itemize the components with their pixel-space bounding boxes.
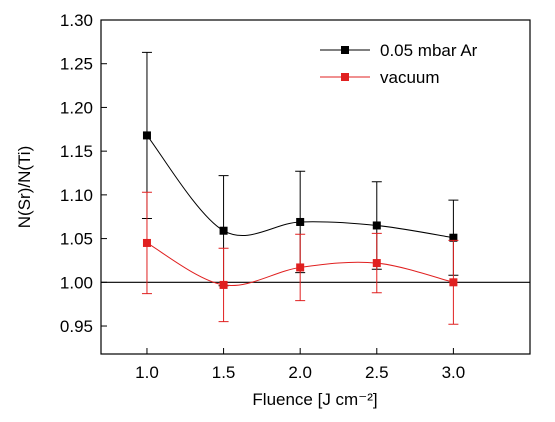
marker [296, 263, 305, 272]
series-line [146, 135, 454, 239]
y-axis-label: N(Sr)/N(Ti) [15, 146, 34, 228]
legend-marker [341, 46, 349, 54]
y-tick-label: 1.05 [60, 230, 93, 249]
marker [142, 238, 151, 247]
marker [449, 233, 458, 242]
marker [449, 278, 458, 287]
y-tick-label: 1.25 [60, 55, 93, 74]
marker [372, 221, 381, 230]
legend-marker [341, 73, 349, 81]
y-tick-label: 1.30 [60, 11, 93, 30]
marker [372, 259, 381, 268]
marker [296, 217, 305, 226]
x-tick-label: 2.0 [288, 363, 312, 382]
x-tick-label: 1.5 [212, 363, 236, 382]
marker [142, 131, 151, 140]
y-tick-label: 1.00 [60, 273, 93, 292]
x-tick-label: 2.5 [365, 363, 389, 382]
marker [219, 280, 228, 289]
legend-label: vacuum [380, 68, 440, 87]
y-tick-label: 1.20 [60, 98, 93, 117]
legend-label: 0.05 mbar Ar [380, 41, 478, 60]
x-tick-label: 1.0 [135, 363, 159, 382]
marker [219, 226, 228, 235]
plot-frame [100, 19, 531, 355]
y-tick-label: 1.10 [60, 186, 93, 205]
y-tick-label: 1.15 [60, 142, 93, 161]
x-axis-label: Fluence [J cm⁻²] [252, 390, 377, 409]
y-tick-label: 0.95 [60, 317, 93, 336]
x-tick-label: 3.0 [442, 363, 466, 382]
